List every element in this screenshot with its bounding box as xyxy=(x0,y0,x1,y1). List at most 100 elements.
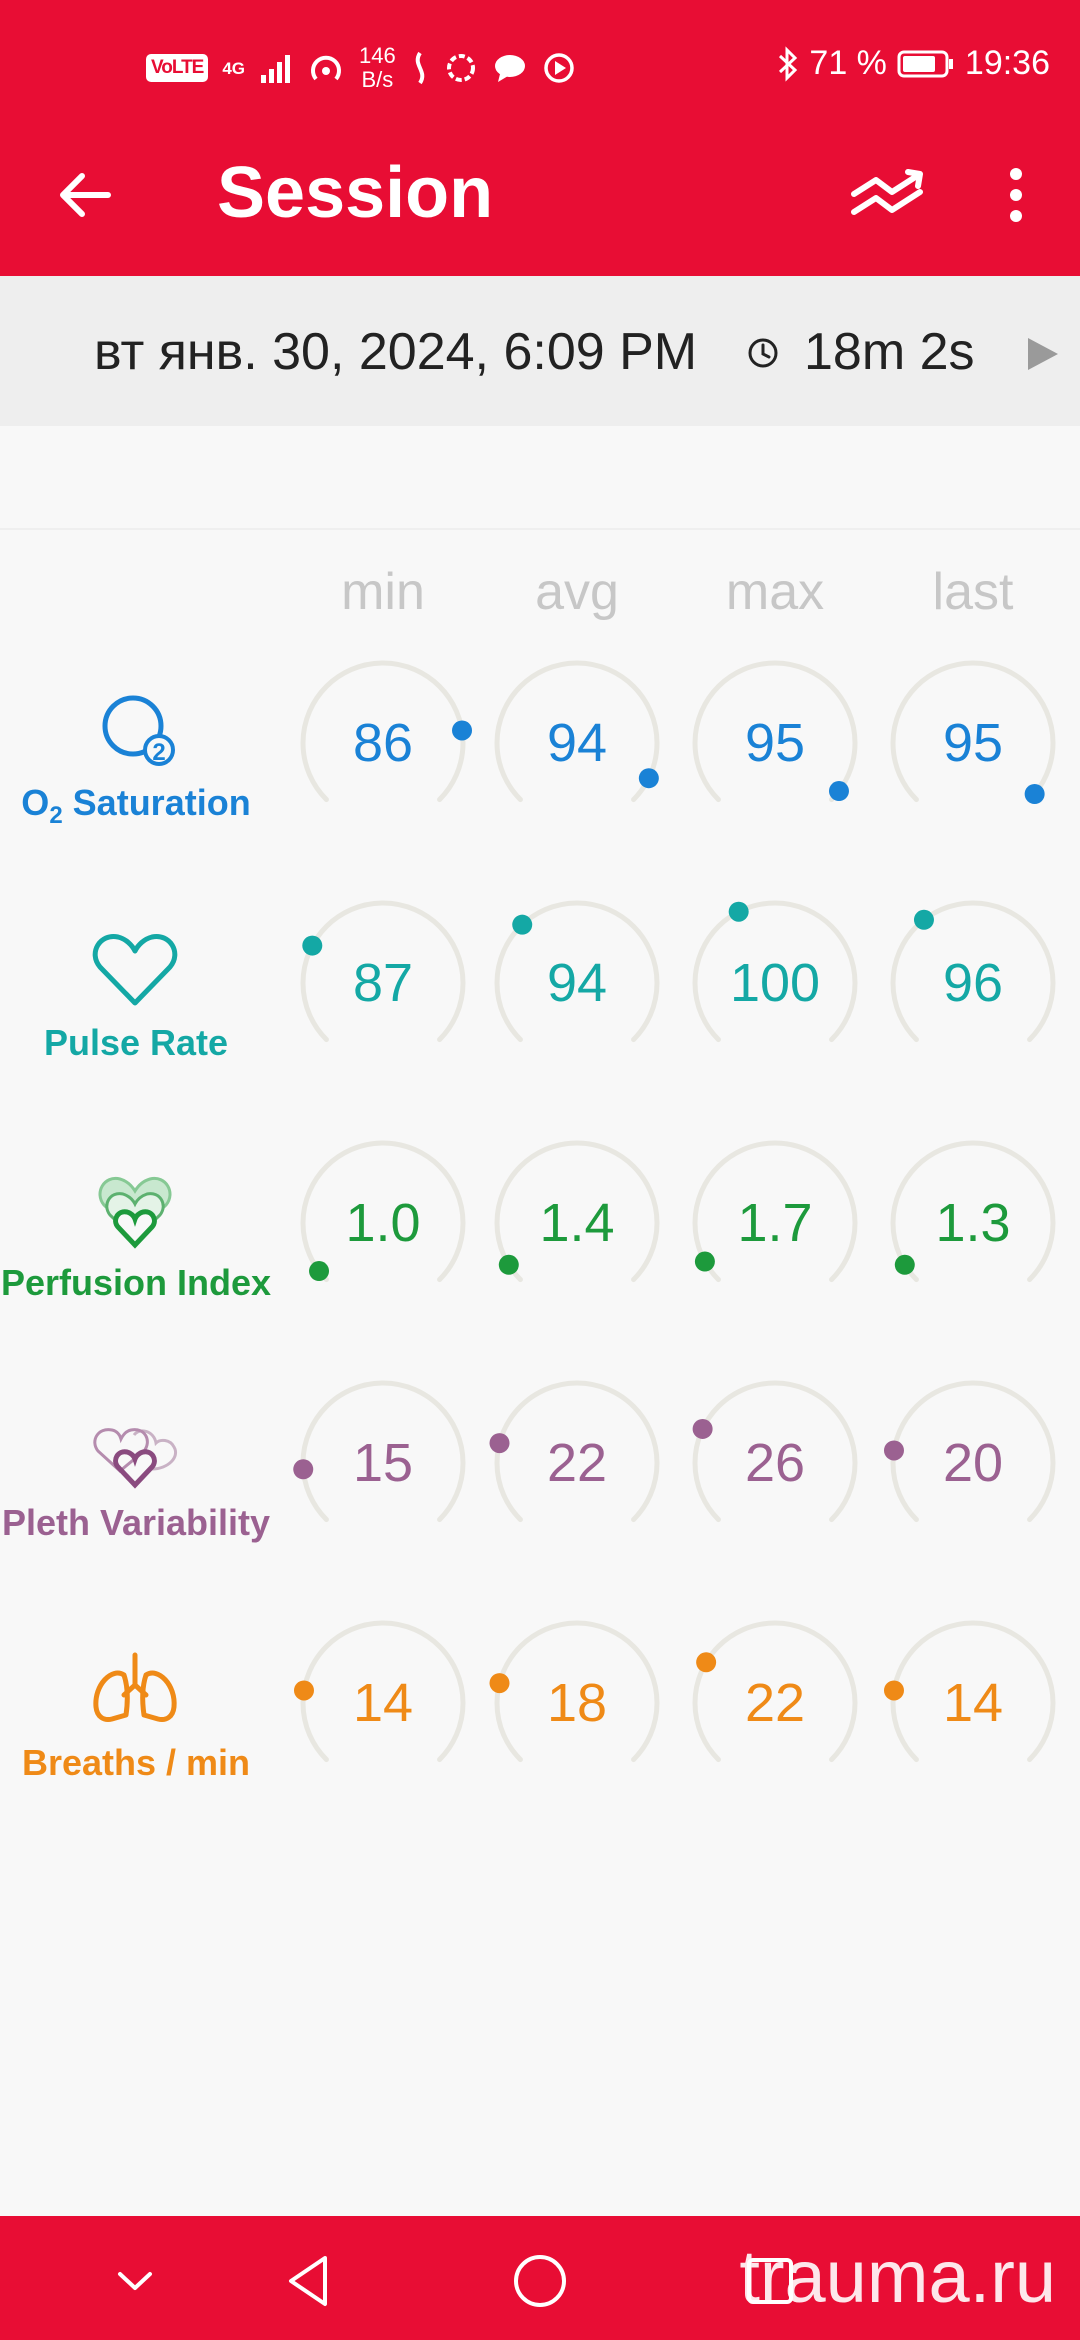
battery-percent: 71 % xyxy=(809,44,887,82)
gauge-indicator-dot xyxy=(828,781,849,802)
gauge-min: 87 xyxy=(288,888,478,1078)
heart-icon xyxy=(92,934,178,1006)
gauge-value: 1.0 xyxy=(345,1193,421,1253)
metric-label-o2-saturation: O2 Saturation xyxy=(0,782,272,830)
more-vert-icon[interactable] xyxy=(996,160,1036,230)
gauge-track xyxy=(890,1380,1056,1523)
net-speed: 146 B/s xyxy=(359,44,396,92)
perfusion-hearts-icon xyxy=(98,1176,172,1249)
gauge-track xyxy=(494,1380,660,1523)
navigation-bar: trauma.ru xyxy=(0,2216,1080,2340)
gauge-indicator-dot xyxy=(883,1680,904,1701)
gauge-arc xyxy=(890,660,1056,804)
nav-back-icon[interactable] xyxy=(275,2246,345,2316)
gauge-min: 14 xyxy=(288,1608,478,1798)
metric-label-breaths-per-min: Breaths / min xyxy=(21,1742,251,1783)
session-date: вт янв. 30, 2024, 6:09 PM xyxy=(94,323,698,381)
gauge-arc xyxy=(692,1140,858,1283)
arrow-left-icon[interactable] xyxy=(50,160,120,230)
gauge-value: 22 xyxy=(744,1673,806,1733)
signal-icon xyxy=(261,55,291,83)
gauge-last: 1.3 xyxy=(878,1128,1068,1318)
gauge-track xyxy=(890,660,1056,803)
lungs-icon xyxy=(93,1652,177,1722)
metric-label-pulse-rate: Pulse Rate xyxy=(43,1022,229,1063)
gauge-max: 22 xyxy=(680,1608,870,1798)
gauge-value: 100 xyxy=(729,953,821,1013)
status-bar: VoLTE 4G 146 B/s 71 % 19:36 xyxy=(0,0,1080,130)
o2-icon: 2 xyxy=(102,695,175,766)
gauge-last: 20 xyxy=(878,1368,1068,1558)
gauge-indicator-dot xyxy=(512,914,533,935)
gauge-value: 1.4 xyxy=(539,1193,615,1253)
gauge-max: 95 xyxy=(680,648,870,838)
gauge-track xyxy=(300,1140,466,1283)
gauge-indicator-dot xyxy=(452,720,473,741)
gauge-arc xyxy=(890,900,1056,1043)
gauge-indicator-dot xyxy=(489,1673,510,1694)
svg-text:2: 2 xyxy=(152,739,165,766)
gauge-value: 15 xyxy=(352,1433,414,1493)
gauge-track xyxy=(494,1620,660,1763)
gauge-avg: 18 xyxy=(482,1608,672,1798)
gauge-avg: 94 xyxy=(482,648,672,838)
gauge-arc xyxy=(300,660,473,803)
net-speed-unit: B/s xyxy=(361,67,394,92)
nav-home-icon[interactable] xyxy=(505,2246,575,2316)
gauge-value: 94 xyxy=(546,953,608,1013)
trend-chart-icon[interactable] xyxy=(850,160,926,230)
watermark: trauma.ru xyxy=(739,2235,1056,2318)
gauge-value: 18 xyxy=(546,1673,608,1733)
gauge-indicator-dot xyxy=(293,1459,314,1480)
gauge-last: 14 xyxy=(878,1608,1068,1798)
column-header-last: last xyxy=(932,563,1014,621)
media-play-icon xyxy=(544,53,574,83)
gauge-value: 20 xyxy=(942,1433,1004,1493)
divider xyxy=(0,528,1080,530)
app-bar: Session xyxy=(0,130,1080,276)
gauge-track xyxy=(494,900,660,1043)
gauge-value: 14 xyxy=(942,1673,1004,1733)
app-notification-icon xyxy=(415,51,424,85)
top-bar xyxy=(0,0,1080,276)
gauge-arc xyxy=(489,1620,660,1763)
gauge-track xyxy=(890,900,1056,1043)
gauge-arc xyxy=(692,1620,858,1763)
gauge-arc xyxy=(692,1380,858,1523)
gauge-min: 1.0 xyxy=(288,1128,478,1318)
gauge-max: 100 xyxy=(680,888,870,1078)
chevron-down-icon[interactable] xyxy=(100,2246,170,2316)
gauge-arc xyxy=(494,1140,660,1283)
battery-icon xyxy=(897,50,953,77)
gauge-value: 86 xyxy=(352,713,414,773)
sync-icon xyxy=(446,54,475,82)
metric-label-pleth-variability: Pleth Variability xyxy=(1,1502,271,1543)
gauge-indicator-dot xyxy=(489,1433,510,1454)
play-icon[interactable] xyxy=(1024,334,1060,374)
net-speed-value: 146 xyxy=(359,43,396,68)
gauge-value: 94 xyxy=(546,713,608,773)
gauge-track xyxy=(494,1140,660,1283)
gauge-value: 95 xyxy=(942,713,1004,773)
o2-label-sub: 2 xyxy=(49,802,63,830)
nav-recents-icon[interactable] xyxy=(735,2246,805,2316)
gauge-last: 96 xyxy=(878,888,1068,1078)
gauge-arc xyxy=(494,660,660,803)
column-header-avg: avg xyxy=(535,563,619,621)
gauge-indicator-dot xyxy=(883,1440,904,1461)
gauge-indicator-dot xyxy=(1024,783,1045,804)
gauge-arc xyxy=(692,900,858,1043)
gauge-indicator-dot xyxy=(498,1254,519,1275)
gauge-max: 26 xyxy=(680,1368,870,1558)
gauge-arc xyxy=(494,900,660,1043)
gauge-indicator-dot xyxy=(302,935,323,956)
gauge-indicator-dot xyxy=(694,1251,715,1272)
gauge-arc xyxy=(692,660,858,803)
metric-label-perfusion-index: Perfusion Index xyxy=(0,1262,272,1303)
gauge-arc xyxy=(890,1140,1056,1283)
gauge-max: 1.7 xyxy=(680,1128,870,1318)
gauge-indicator-dot xyxy=(309,1261,330,1282)
o2-label-main: O xyxy=(21,782,50,823)
gauge-arc xyxy=(300,900,466,1043)
network-type: 4G xyxy=(222,58,246,78)
